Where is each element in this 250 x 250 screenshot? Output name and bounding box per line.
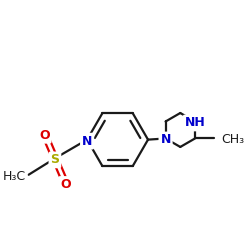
Text: N: N xyxy=(160,134,171,146)
Text: NH: NH xyxy=(184,116,205,130)
Text: O: O xyxy=(60,178,71,191)
Text: H₃C: H₃C xyxy=(2,170,26,183)
Text: S: S xyxy=(50,153,59,166)
Text: O: O xyxy=(39,129,50,142)
Text: CH₃: CH₃ xyxy=(221,134,244,146)
Text: N: N xyxy=(82,135,92,148)
